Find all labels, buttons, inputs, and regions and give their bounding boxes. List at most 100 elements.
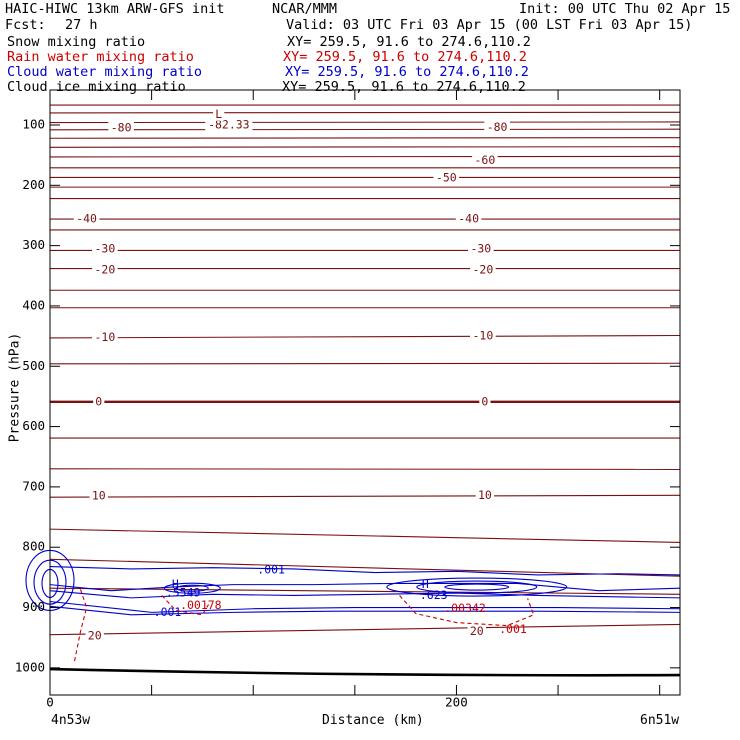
field-xy-cloud-water: XY= 259.5, 91.6 to 274.6,110.2	[285, 64, 529, 80]
header-valid: Valid: 03 UTC Fri 03 Apr 15 (00 LST Fri …	[286, 17, 693, 33]
y-tick-label: 100	[22, 116, 45, 131]
temperature-label-bg	[470, 263, 496, 276]
temperature-label: -10	[94, 330, 115, 344]
temperature-contour	[49, 146, 681, 148]
x-axis-label: Distance (km)	[322, 713, 424, 728]
field-name-snow: Snow mixing ratio	[7, 34, 146, 50]
y-tick-label: 700	[22, 478, 45, 493]
x-tick-label: 0	[46, 695, 54, 710]
temperature-contour	[49, 137, 681, 139]
temperature-label: -60	[475, 153, 496, 167]
temperature-label: 0	[95, 394, 102, 408]
y-tick-label: 300	[22, 237, 45, 252]
temperature-label: -40	[458, 212, 479, 226]
temperature-label: -80	[487, 120, 508, 134]
temperature-contour	[49, 155, 681, 158]
header-fcst-value: 27 h	[65, 17, 98, 33]
y-tick-label: 500	[22, 358, 45, 373]
temperature-label-bg	[92, 243, 118, 256]
y-tick-label: 200	[22, 177, 45, 192]
rain-water-label: .00178	[180, 598, 222, 612]
temperature-contour	[49, 468, 681, 470]
temperature-label-bg	[108, 122, 134, 135]
temperature-label: 10	[478, 488, 492, 502]
field-name-rain: Rain water mixing ratio	[7, 49, 194, 65]
temperature-contour	[49, 362, 681, 365]
header-title: HAIC-HIWC 13km ARW-GFS init	[5, 1, 225, 17]
temperature-label-bg	[213, 108, 225, 121]
temperature-label: 20	[470, 624, 484, 638]
header-org: NCAR/MMM	[272, 1, 338, 17]
temperature-contour	[49, 128, 681, 131]
temperature-contour	[49, 558, 681, 577]
cloud-water-label: .001	[154, 605, 182, 619]
temperature-label: L	[215, 107, 222, 121]
y-tick-label: 1000	[15, 659, 45, 674]
y-tick-label: 400	[22, 297, 45, 312]
cloud-water-contour	[444, 583, 510, 591]
header-init: Init: 00 UTC Thu 02 Apr 15	[519, 1, 731, 17]
temperature-contour	[49, 334, 681, 339]
cloud-water-contour	[386, 577, 568, 597]
temperature-label: -30	[470, 242, 491, 256]
x-endpoint-left: 4n53w	[51, 713, 91, 728]
plot-frame	[49, 89, 681, 696]
rain-water-label: .00342	[444, 601, 486, 615]
temperature-label-bg	[470, 330, 496, 343]
cloud-water-contour	[175, 584, 209, 592]
temperature-label: -30	[94, 242, 115, 256]
cloud-water-contour	[49, 600, 681, 613]
y-tick-label: 800	[22, 539, 45, 554]
temperature-label-bg	[92, 263, 118, 276]
temperature-label: 10	[92, 488, 106, 502]
rain-water-contour	[73, 589, 88, 662]
temperature-label-bg	[85, 629, 104, 642]
temperature-label-bg	[92, 331, 118, 344]
temperature-label: 0	[481, 394, 488, 408]
temperature-label-bg	[479, 395, 491, 408]
cloud-water-contour	[416, 580, 538, 594]
temperature-label-bg	[468, 243, 494, 256]
cloud-water-label: H	[422, 577, 429, 591]
temperature-label: -82.33	[208, 117, 250, 131]
temperature-contour	[49, 121, 681, 124]
temperature-label-bg	[89, 489, 108, 502]
cloud-water-label: .5549	[166, 586, 201, 600]
temperature-label: -40	[76, 212, 97, 226]
temperature-label: -20	[94, 262, 115, 276]
temperature-label-bg	[455, 213, 482, 226]
cloud-water-contour	[163, 582, 221, 594]
temperature-contour	[49, 494, 681, 498]
temperature-label: -80	[111, 121, 132, 135]
x-endpoint-right: 6n51w	[640, 713, 680, 728]
y-tick-label: 600	[22, 418, 45, 433]
rain-water-contour	[399, 595, 535, 627]
terrain-line	[49, 667, 681, 677]
cloud-water-contour	[49, 605, 681, 616]
rain-water-label: .001	[499, 622, 527, 636]
field-xy-rain: XY= 259.5, 91.6 to 274.6,110.2	[283, 49, 527, 65]
temperature-label-bg	[475, 489, 495, 502]
temperature-label: -10	[472, 329, 493, 343]
temperature-contour	[49, 111, 681, 114]
cloud-water-contour	[49, 565, 681, 576]
temperature-contour	[49, 623, 681, 636]
y-axis-label: Pressure (hPa)	[7, 332, 23, 443]
header-fcst-label: Fcst:	[5, 17, 46, 33]
field-name-cloud-water: Cloud water mixing ratio	[7, 64, 203, 80]
y-tick-label: 900	[22, 599, 45, 614]
rain-water-contour	[161, 595, 209, 616]
temperature-label: -20	[472, 262, 493, 276]
temperature-label-bg	[467, 625, 486, 638]
temperature-label-bg	[472, 154, 498, 167]
temperature-contour	[49, 528, 681, 543]
x-tick-label: 200	[445, 695, 468, 710]
temperature-label-bg	[484, 121, 510, 134]
temperature-label-bg	[73, 213, 100, 226]
temperature-label-bg	[433, 172, 460, 185]
cloud-water-contour	[49, 582, 681, 592]
temperature-label-bg	[205, 118, 253, 131]
temperature-label: -50	[436, 171, 457, 185]
temperature-label: 20	[88, 628, 102, 642]
